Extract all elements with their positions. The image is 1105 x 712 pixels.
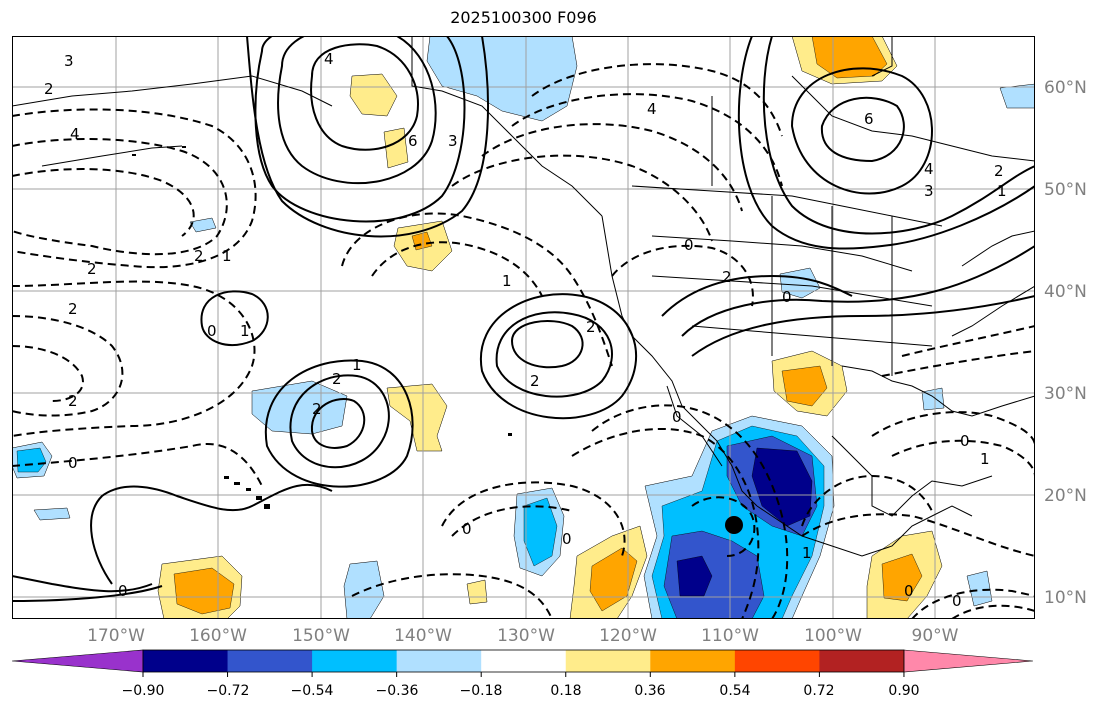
islands — [132, 146, 512, 509]
colorbar-segment — [227, 650, 313, 672]
colorbar-extend-min — [11, 649, 144, 673]
colorbar-tick-label: −0.72 — [206, 683, 250, 699]
contour-label: 0 — [684, 236, 694, 254]
lon-label: 140°W — [394, 626, 452, 646]
colorbar-tick-label: −0.18 — [459, 683, 503, 699]
contour-label: 0 — [672, 408, 682, 426]
lon-label: 100°W — [804, 626, 862, 646]
contour-label: 2 — [312, 400, 322, 418]
map-canvas: 3 2 4 4 6 3 4 6 4 3 2 1 2 2 1 2 2 0 0 1 … — [12, 36, 1035, 619]
contour-label: 2 — [530, 372, 540, 390]
graticule — [12, 36, 1035, 619]
contour-label: 0 — [462, 520, 472, 538]
contour-label: 2 — [194, 247, 204, 265]
contour-label: 0 — [562, 530, 572, 548]
lat-label: 40°N — [1044, 282, 1087, 302]
colorbar — [11, 649, 1034, 677]
contour-label: 0 — [952, 592, 962, 610]
colorbar-segment — [565, 650, 651, 672]
lon-label: 110°W — [701, 626, 759, 646]
contour-label: 1 — [502, 272, 512, 290]
colorbar-segment — [396, 650, 482, 672]
contour-label: 6 — [864, 110, 874, 128]
contour-label: 4 — [324, 50, 334, 68]
contour-label: 1 — [222, 247, 232, 265]
contour-label: 2 — [722, 268, 732, 286]
shading-light-blue — [12, 36, 1035, 619]
storm-marker — [725, 516, 743, 534]
contours-negative — [12, 63, 1035, 619]
contour-label: 0 — [68, 454, 78, 472]
contour-label: 6 — [408, 132, 418, 150]
contour-label: 1 — [352, 356, 362, 374]
colorbar-segment — [734, 650, 820, 672]
contour-label: 3 — [448, 132, 458, 150]
lon-label: 130°W — [497, 626, 555, 646]
lon-label: 90°W — [911, 626, 959, 646]
contour-label: 2 — [68, 300, 78, 318]
colorbar-segment — [819, 650, 905, 672]
lat-label: 30°N — [1044, 384, 1087, 404]
lat-label: 10°N — [1044, 588, 1087, 608]
contour-label: 0 — [782, 288, 792, 306]
contour-label: 2 — [332, 370, 342, 388]
colorbar-tick-label: −0.36 — [375, 683, 419, 699]
lat-label: 50°N — [1044, 180, 1087, 200]
colorbar-segment — [650, 650, 736, 672]
contour-label: 4 — [924, 160, 934, 178]
contour-label: 4 — [647, 100, 657, 118]
contour-label: 3 — [64, 52, 74, 70]
contour-label: 1 — [997, 182, 1007, 200]
colorbar-segment — [143, 650, 229, 672]
colorbar-tick-label: 0.90 — [888, 683, 920, 699]
contour-label: 1 — [802, 544, 812, 562]
contour-label: 1 — [240, 322, 250, 340]
lon-label: 120°W — [599, 626, 657, 646]
contour-label: 3 — [924, 182, 934, 200]
colorbar-segment — [312, 650, 398, 672]
contour-label: 2 — [994, 162, 1004, 180]
lon-label: 150°W — [292, 626, 350, 646]
contour-label: 0 — [904, 582, 914, 600]
contour-label: 2 — [44, 80, 54, 98]
map-panel: 3 2 4 4 6 3 4 6 4 3 2 1 2 2 1 2 2 0 0 1 … — [12, 36, 1035, 619]
colorbar-tick-label: 0.36 — [634, 683, 666, 699]
lat-label: 60°N — [1044, 78, 1087, 98]
map-title: 2025100300 F096 — [450, 8, 597, 27]
colorbar-segment — [481, 650, 567, 672]
contour-label: 2 — [586, 318, 596, 336]
contour-label: 1 — [980, 450, 990, 468]
contour-label: 4 — [70, 125, 80, 143]
contour-label: 0 — [118, 582, 128, 600]
colorbar-border — [142, 649, 905, 673]
shading-navy — [676, 447, 813, 597]
lat-label: 20°N — [1044, 486, 1087, 506]
colorbar-tick-label: −0.54 — [290, 683, 334, 699]
contour-labels: 3 2 4 4 6 3 4 6 4 3 2 1 2 2 1 2 2 0 0 1 … — [44, 50, 1007, 610]
colorbar-tick-label: 0.72 — [803, 683, 835, 699]
lon-label: 170°W — [87, 626, 145, 646]
contours-positive — [12, 36, 1035, 602]
coastlines — [12, 36, 1035, 557]
colorbar-tick-label: 0.18 — [550, 683, 582, 699]
contour-label: 0 — [960, 432, 970, 450]
colorbar-tick-label: 0.54 — [719, 683, 751, 699]
contour-label: 0 — [207, 322, 217, 340]
contour-label: 2 — [87, 260, 97, 278]
lon-label: 160°W — [189, 626, 247, 646]
colorbar-tick-label: −0.90 — [121, 683, 165, 699]
colorbar-extend-max — [903, 649, 1034, 673]
contour-label: 2 — [68, 392, 78, 410]
